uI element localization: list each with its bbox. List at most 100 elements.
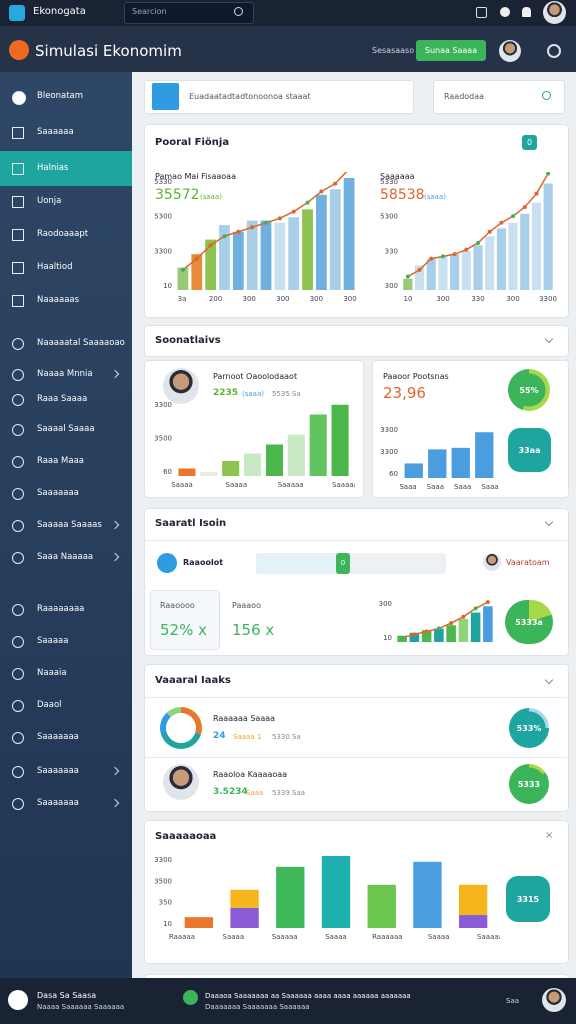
nav-label[interactable]: Saaaaa (37, 636, 69, 646)
nav-label[interactable]: Bleonatam (37, 91, 84, 101)
nav-arrow (110, 766, 120, 776)
search-input-icon (152, 83, 179, 110)
nav-label[interactable]: Daaol (37, 700, 62, 710)
bar (287, 434, 305, 476)
trend-point (264, 220, 268, 225)
bar (458, 618, 469, 642)
header-action[interactable] (547, 44, 561, 58)
search-input[interactable] (144, 80, 414, 114)
footer-icon[interactable] (8, 990, 28, 1010)
bar (309, 414, 327, 476)
trend-point (511, 214, 516, 219)
nav-label[interactable]: Saaaaa Saaaas (37, 520, 102, 530)
y-tick-label: 300 (385, 282, 398, 290)
divider (144, 757, 567, 758)
bell-icon[interactable] (522, 7, 531, 17)
y-tick-label: 3500 (154, 877, 172, 885)
header-title: Simulasi Ekonomim (35, 42, 182, 60)
bar (260, 220, 272, 290)
bar (470, 612, 481, 642)
bar (404, 463, 423, 478)
header-button[interactable] (416, 40, 486, 61)
bar (543, 183, 553, 290)
search-icon[interactable] (234, 7, 243, 16)
trend-point (449, 621, 454, 626)
x-tick-label: 330 (471, 295, 484, 303)
app-logo (9, 40, 29, 60)
nav-label[interactable]: Raaa Saaaa (37, 394, 88, 404)
nav-label[interactable]: Saaaaaaa (37, 798, 79, 808)
nav-label[interactable]: Raaaaaaaa (37, 604, 85, 614)
bar (413, 861, 442, 928)
bar (461, 250, 471, 290)
bar (458, 884, 488, 916)
nav-label[interactable]: Uonja (37, 196, 62, 206)
bar (177, 267, 189, 290)
header-avatar[interactable] (499, 40, 521, 62)
trend-point (476, 240, 480, 245)
bar (421, 630, 432, 642)
nav-label[interactable]: Saaaaaaa (37, 732, 79, 742)
close-icon[interactable]: × (545, 830, 554, 841)
card-title: Saaaaaoaa (155, 831, 217, 842)
nav-icon (12, 127, 24, 139)
user-avatar (483, 553, 501, 571)
nav-label[interactable]: Raaa Maaa (37, 456, 85, 466)
y-tick-label: 3500 (154, 435, 172, 443)
search-box[interactable] (124, 2, 254, 24)
trend-point (405, 274, 410, 279)
nav-label[interactable]: Saaaaaaa (37, 488, 79, 498)
y-tick-label: 60 (163, 468, 172, 476)
nav-label[interactable]: Saaaal Saaaa (37, 424, 95, 434)
nav-icon (12, 229, 24, 241)
brand: Ekonogata (33, 6, 86, 17)
nav-label[interactable]: Saaaaaa (37, 127, 74, 137)
footer-avatar[interactable] (542, 988, 566, 1012)
settings-icon[interactable] (476, 7, 487, 18)
bar (276, 866, 305, 928)
nav-icon (12, 424, 24, 436)
row-name: Raaoloa Kaaaaoaa (213, 770, 288, 779)
chart: 5330 5300 3300 10 3a 200 300 300 300 300 (154, 172, 357, 303)
note: (saaa) (242, 390, 264, 398)
nav-label[interactable]: Saaaaaaa (37, 766, 79, 776)
badge-label: 0 (526, 138, 533, 147)
user-avatar[interactable] (543, 1, 566, 24)
active-item (0, 151, 132, 186)
row-extra: 5339 Saa (272, 789, 306, 797)
bar (329, 189, 341, 290)
badge (522, 135, 537, 150)
nav-label[interactable]: Halnias (37, 163, 69, 173)
top-bar (0, 0, 576, 26)
nav-label[interactable]: Raodoaaapt (37, 229, 89, 239)
bar (205, 239, 217, 290)
row-value: 24 (213, 731, 226, 741)
chart: 300 10 (379, 600, 493, 642)
bar (403, 278, 413, 290)
card-title: Pooral Fiönja (155, 137, 230, 148)
y-tick-label: 10 (383, 634, 392, 642)
slider-value: 0 (340, 559, 346, 567)
x-tick-label: Saaaa (325, 933, 347, 941)
x-tick-label: 300 (343, 295, 356, 303)
nav-label[interactable]: Saaa Naaaaa (37, 552, 94, 562)
nav-label[interactable]: Naaaia (37, 668, 67, 678)
trend-point (250, 225, 255, 230)
stat-box (150, 590, 220, 650)
nav-label[interactable]: Naaaaatal Saaaaoao (37, 338, 125, 348)
nav-label[interactable]: Haaltiod (37, 262, 73, 272)
avatar (483, 553, 501, 571)
chat-icon[interactable] (500, 7, 510, 17)
x-tick-label: Saaaaa (278, 481, 304, 489)
slider-knob[interactable] (336, 553, 350, 574)
footer-user: Saa (506, 997, 520, 1005)
bar (438, 256, 448, 290)
nav-label[interactable]: Naaaaaas (37, 295, 80, 305)
nav-label[interactable]: Naaaa Mnnia (37, 369, 93, 379)
header-link[interactable]: Sesasaaso (372, 46, 415, 55)
ring: 5333 (509, 764, 549, 804)
x-tick-label: Raaaaaa (372, 933, 402, 941)
x-tick-label: Saaa (454, 483, 471, 491)
summary-card (144, 325, 569, 357)
